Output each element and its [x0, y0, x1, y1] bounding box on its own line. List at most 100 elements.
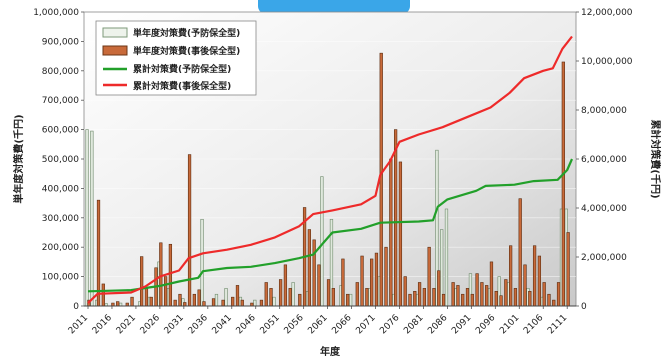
bar-reactive [547, 293, 551, 307]
bar-reactive [408, 293, 412, 307]
bar-reactive [197, 289, 201, 307]
y-left-tick-label: 400,000 [42, 184, 79, 194]
bar-reactive [283, 264, 288, 307]
bar-reactive [288, 288, 292, 307]
bar-reactive [307, 229, 311, 307]
bar-preventive [90, 130, 94, 307]
y-left-tick-label: 0 [73, 302, 79, 312]
bar-reactive [221, 299, 225, 307]
bar-reactive [173, 299, 177, 307]
top-banner [258, 0, 410, 14]
bar-preventive [349, 293, 353, 307]
legend-label-reactive-line: 累計対策費(事後保全型) [133, 80, 231, 92]
bar-reactive [331, 288, 335, 307]
bar-reactive [537, 255, 542, 307]
bar-reactive [504, 279, 508, 307]
bar-reactive [317, 264, 321, 307]
bar-reactive [475, 273, 479, 307]
lines [87, 35, 574, 304]
bar-reactive [556, 282, 561, 307]
bar-reactive [528, 290, 532, 307]
x-tick-label: 2096 [474, 313, 497, 336]
y-left-tick-label: 100,000 [42, 273, 79, 283]
bar-reactive [183, 302, 187, 307]
x-tick-label: 2041 [211, 313, 234, 336]
bar-reactive [341, 258, 345, 307]
bar-reactive [211, 298, 216, 307]
bar-reactive [235, 285, 240, 307]
bar-reactive [130, 296, 134, 307]
y-left-tick-label: 700,000 [42, 96, 79, 106]
bar-reactive [360, 255, 364, 307]
y-right-tick-label: 8,000,000 [581, 106, 627, 116]
bar-reactive [552, 299, 556, 307]
legend: 単年度対策費(予防保全型) 単年度対策費(事後保全型) 累計対策費(予防保全型)… [95, 20, 257, 96]
y-left-tick-label: 800,000 [42, 67, 79, 77]
bar-preventive [85, 129, 89, 307]
bar-reactive [451, 282, 455, 307]
x-tick-label: 2031 [163, 313, 186, 336]
bar-reactive [278, 279, 283, 307]
y-right-axis-label: 累計対策費(千円) [649, 119, 662, 198]
bar-reactive [355, 282, 359, 307]
legend-swatch-preventive-bar [102, 27, 128, 38]
right-axis-ticks: 0 2,000,000 4,000,000 6,000,000 8,000,000 10,… [576, 8, 633, 312]
line-cumulative-preventive [87, 158, 574, 293]
bar-reactive [393, 129, 398, 307]
x-tick-label: 2076 [378, 313, 401, 336]
bar-preventive [214, 293, 219, 307]
bar-reactive [518, 198, 522, 307]
bar-reactive [499, 295, 503, 307]
bar-reactive [365, 288, 369, 307]
y-right-tick-label: 0 [581, 302, 587, 312]
bar-reactive [192, 293, 196, 307]
x-tick-label: 2071 [354, 313, 377, 336]
bar-reactive [485, 285, 489, 307]
x-tick-label: 2086 [426, 313, 449, 336]
line-cumulative-reactive [87, 35, 573, 304]
bar-reactive [269, 288, 273, 307]
bar-reactive [398, 161, 403, 307]
y-right-tick-label: 6,000,000 [581, 155, 627, 165]
x-tick-label: 2101 [498, 313, 521, 336]
bar-reactive [470, 293, 474, 307]
x-tick-label: 2091 [450, 313, 473, 336]
bar-reactive [489, 261, 494, 307]
bar-reactive [149, 296, 153, 307]
left-axis-ticks: 0 100,000 200,000 300,000 400,000 500,000 600,… [33, 8, 84, 312]
y-right-tick-label: 10,000,000 [581, 57, 633, 67]
x-tick-label: 2036 [187, 313, 210, 336]
x-tick-label: 2011 [67, 313, 90, 336]
bar-reactive [461, 293, 465, 307]
bar-reactive [187, 154, 192, 307]
bar-reactive [494, 290, 498, 307]
x-tick-label: 2066 [330, 313, 353, 336]
x-tick-label: 2016 [91, 313, 114, 336]
bar-preventive [291, 282, 295, 307]
bar-reactive [374, 252, 379, 307]
bar-reactive [346, 293, 350, 307]
bar-preventive [224, 288, 228, 307]
bar-reactive [140, 256, 144, 307]
y-left-tick-label: 1,000,000 [33, 8, 79, 18]
y-right-tick-label: 12,000,000 [581, 8, 633, 18]
bar-reactive [202, 301, 206, 307]
bar-reactive [370, 258, 374, 307]
bar-reactive [389, 158, 393, 307]
bar-reactive [116, 301, 120, 307]
bar-reactive [566, 232, 570, 307]
x-tick-label: 2056 [282, 313, 305, 336]
x-tick-label: 2026 [139, 313, 162, 336]
bar-reactive [417, 282, 422, 307]
bar-reactive [413, 290, 417, 307]
bar-reactive [163, 276, 168, 307]
bar-reactive [561, 61, 565, 307]
x-tick-label: 2111 [546, 313, 569, 336]
bar-reactive [168, 243, 173, 307]
bar-reactive [178, 293, 182, 307]
bar-reactive [240, 299, 244, 307]
x-tick-label: 2021 [115, 313, 138, 336]
bar-reactive [159, 242, 163, 307]
y-right-tick-label: 4,000,000 [581, 204, 627, 214]
